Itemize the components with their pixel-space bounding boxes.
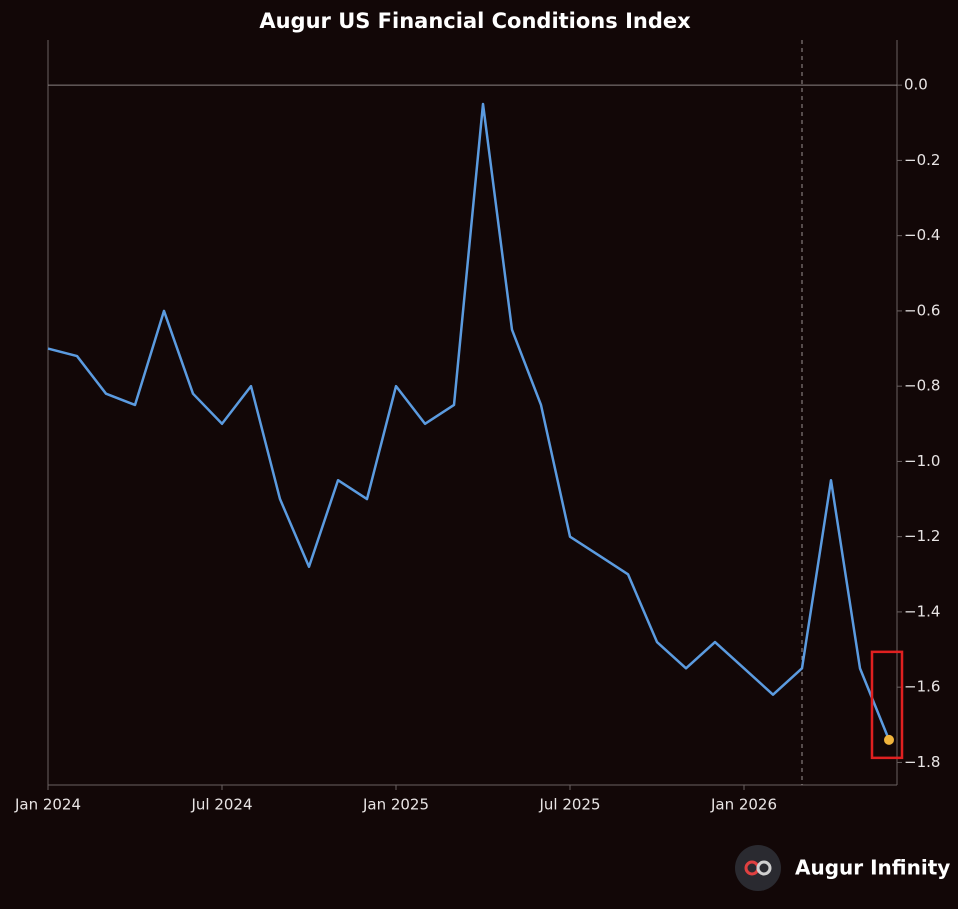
- y-tick-label: −0.2: [904, 151, 940, 169]
- brand-logo: [735, 845, 781, 891]
- y-tick-label: 0.0: [904, 76, 928, 94]
- x-tick-label: Jan 2026: [710, 796, 777, 814]
- x-tick-label: Jan 2024: [14, 796, 81, 814]
- brand-name: Augur Infinity: [795, 856, 950, 880]
- y-tick-label: −1.0: [904, 452, 940, 470]
- x-tick-label: Jan 2025: [362, 796, 429, 814]
- highlight-box: [870, 650, 904, 760]
- last-point: [884, 734, 894, 745]
- y-tick-label: −1.2: [904, 527, 940, 545]
- y-tick-label: −0.8: [904, 377, 940, 395]
- y-tick-label: −1.6: [904, 678, 940, 696]
- chart-title: Augur US Financial Conditions Index: [259, 9, 691, 33]
- x-tick-label: Jul 2025: [538, 796, 600, 814]
- y-tick-label: −0.6: [904, 301, 940, 319]
- data-line: [47, 102, 891, 741]
- x-tick-label: Jul 2024: [190, 796, 252, 814]
- y-tick-label: −0.4: [904, 226, 940, 244]
- y-tick-label: −1.8: [904, 753, 940, 771]
- y-tick-label: −1.4: [904, 602, 940, 620]
